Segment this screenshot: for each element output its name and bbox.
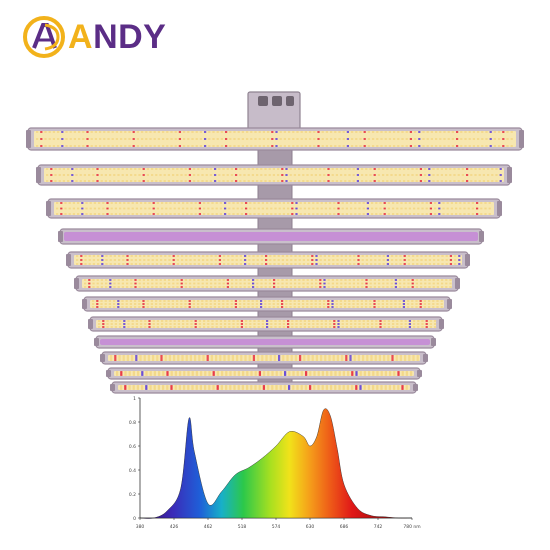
light-bar: [46, 198, 502, 219]
x-tick-label: 780 nm: [403, 524, 420, 530]
y-tick-label: 0.6: [129, 444, 136, 450]
x-tick-label: 574: [272, 524, 281, 530]
light-bar: [36, 164, 512, 186]
x-tick-label: 686: [340, 524, 349, 530]
y-tick-label: 0.2: [129, 492, 136, 498]
chart-plot-area: [139, 408, 413, 519]
light-bar: [82, 296, 452, 312]
light-bars: [26, 127, 524, 394]
x-tick-label: 630: [306, 524, 315, 530]
brand-logo-icon: [23, 16, 65, 58]
light-bar: [74, 275, 460, 292]
brand-name: ANDY: [68, 18, 167, 56]
x-tick-label: 518: [238, 524, 247, 530]
light-bar: [94, 335, 436, 349]
light-bar: [26, 127, 524, 151]
spectrum-area: [139, 408, 413, 519]
light-bar: [66, 251, 470, 269]
brand-logo: ANDY: [22, 14, 166, 60]
y-tick-label: 1: [133, 396, 136, 402]
chart-tick-labels: 0 0.2 0.4 0.6 0.8 1 380 426 462 518 574 630 686 742 78…: [129, 396, 421, 530]
light-bar: [106, 367, 422, 380]
driver-box: [247, 91, 301, 131]
y-tick-label: 0.8: [129, 420, 136, 426]
x-tick-label: 742: [374, 524, 383, 530]
x-tick-label: 380: [136, 524, 145, 530]
x-tick-label: 426: [170, 524, 179, 530]
x-tick-label: 462: [204, 524, 213, 530]
light-bar: [88, 316, 444, 332]
y-tick-label: 0.4: [129, 468, 136, 474]
light-bar: [58, 228, 484, 245]
grow-light-fixture: [26, 91, 524, 394]
light-bar: [100, 351, 428, 365]
y-tick-label: 0: [133, 516, 136, 522]
light-bar: [110, 381, 418, 394]
